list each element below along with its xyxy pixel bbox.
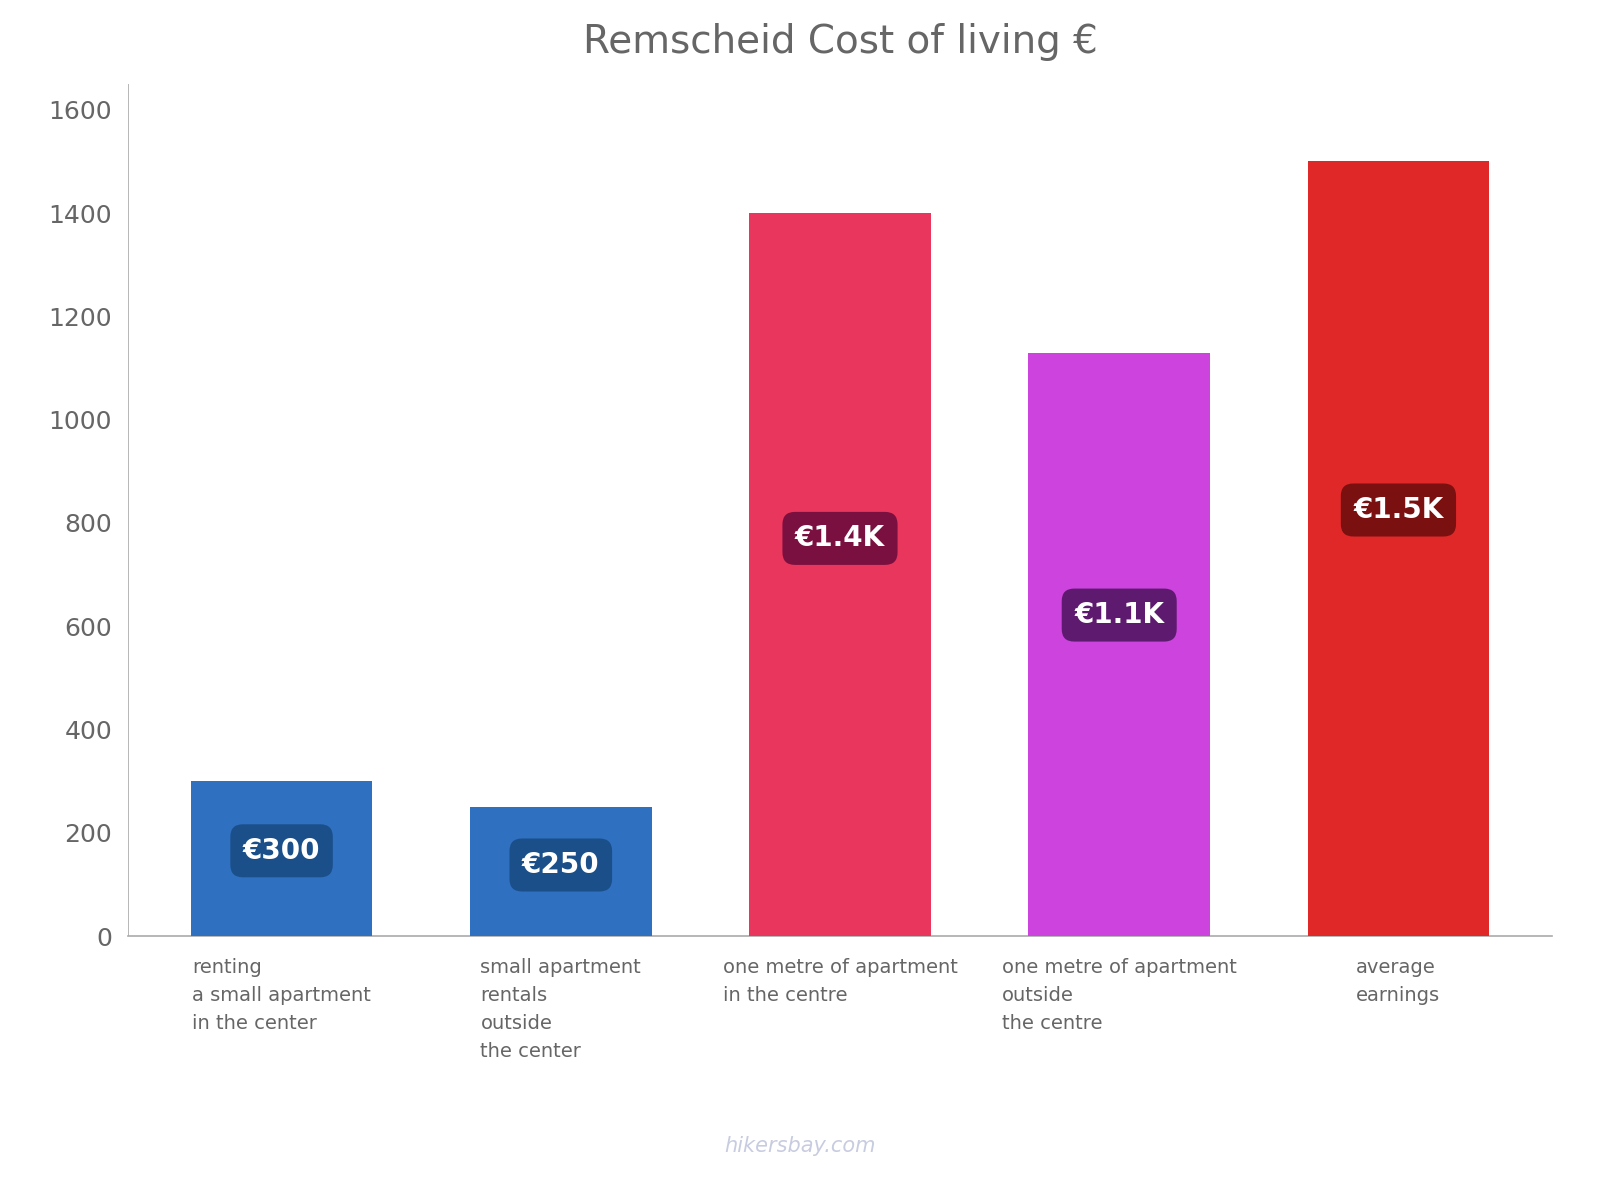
Bar bbox=[1307, 162, 1490, 936]
Text: €1.4K: €1.4K bbox=[795, 524, 885, 552]
Text: €1.1K: €1.1K bbox=[1074, 601, 1165, 629]
Text: €1.5K: €1.5K bbox=[1354, 496, 1443, 524]
Bar bbox=[749, 214, 931, 936]
Title: Remscheid Cost of living €: Remscheid Cost of living € bbox=[582, 24, 1098, 61]
Bar bbox=[190, 781, 373, 936]
Bar bbox=[470, 806, 651, 936]
Text: hikersbay.com: hikersbay.com bbox=[725, 1136, 875, 1156]
Text: €250: €250 bbox=[522, 851, 600, 878]
Text: €300: €300 bbox=[243, 836, 320, 865]
Bar bbox=[1029, 353, 1210, 936]
